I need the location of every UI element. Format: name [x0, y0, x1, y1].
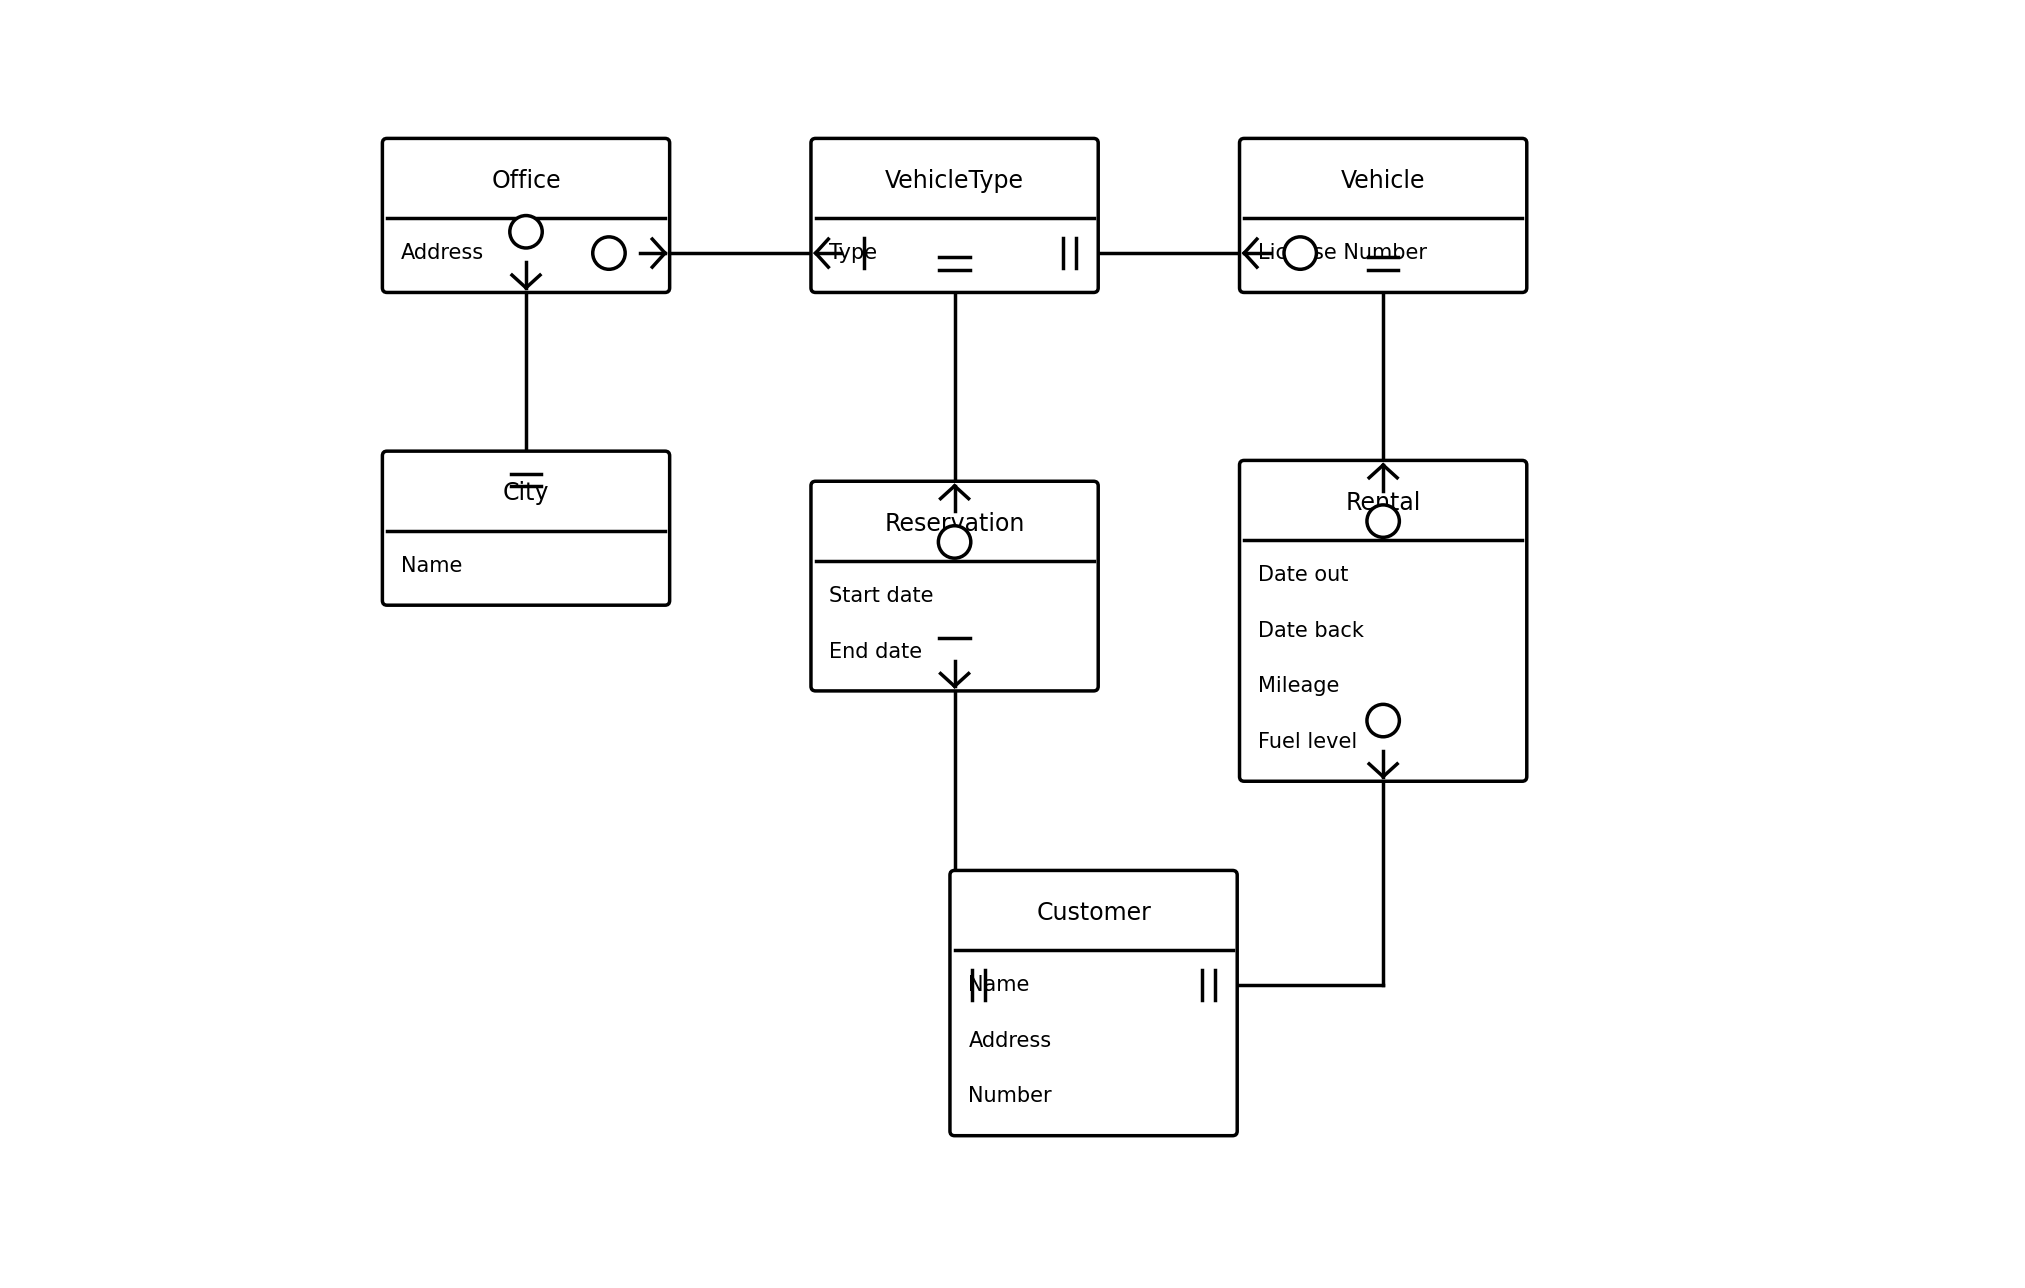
Text: Name: Name	[968, 975, 1031, 996]
Circle shape	[593, 237, 626, 269]
FancyBboxPatch shape	[1239, 138, 1527, 292]
Circle shape	[1367, 505, 1399, 537]
Text: Address: Address	[968, 1030, 1051, 1051]
Circle shape	[1284, 237, 1316, 269]
Text: Rental: Rental	[1345, 491, 1422, 515]
Text: Number: Number	[968, 1086, 1053, 1106]
Text: Mileage: Mileage	[1258, 676, 1339, 697]
Text: Office: Office	[492, 169, 561, 193]
FancyBboxPatch shape	[383, 138, 670, 292]
Text: Address: Address	[401, 243, 484, 263]
FancyBboxPatch shape	[950, 871, 1237, 1136]
FancyBboxPatch shape	[383, 451, 670, 605]
Text: Type: Type	[830, 243, 877, 263]
Text: Date back: Date back	[1258, 621, 1365, 640]
Circle shape	[1367, 705, 1399, 737]
Text: VehicleType: VehicleType	[885, 169, 1025, 193]
FancyBboxPatch shape	[810, 138, 1098, 292]
Text: Start date: Start date	[830, 586, 934, 605]
Text: Vehicle: Vehicle	[1341, 169, 1426, 193]
Text: Fuel level: Fuel level	[1258, 732, 1357, 752]
Text: Date out: Date out	[1258, 565, 1349, 585]
FancyBboxPatch shape	[810, 482, 1098, 690]
Circle shape	[510, 215, 543, 249]
Text: End date: End date	[830, 641, 923, 662]
FancyBboxPatch shape	[1239, 460, 1527, 782]
Text: License Number: License Number	[1258, 243, 1428, 263]
Text: Name: Name	[401, 556, 462, 576]
Text: Customer: Customer	[1037, 900, 1150, 925]
Circle shape	[938, 526, 970, 558]
Text: Reservation: Reservation	[885, 511, 1025, 536]
Text: City: City	[502, 482, 549, 505]
